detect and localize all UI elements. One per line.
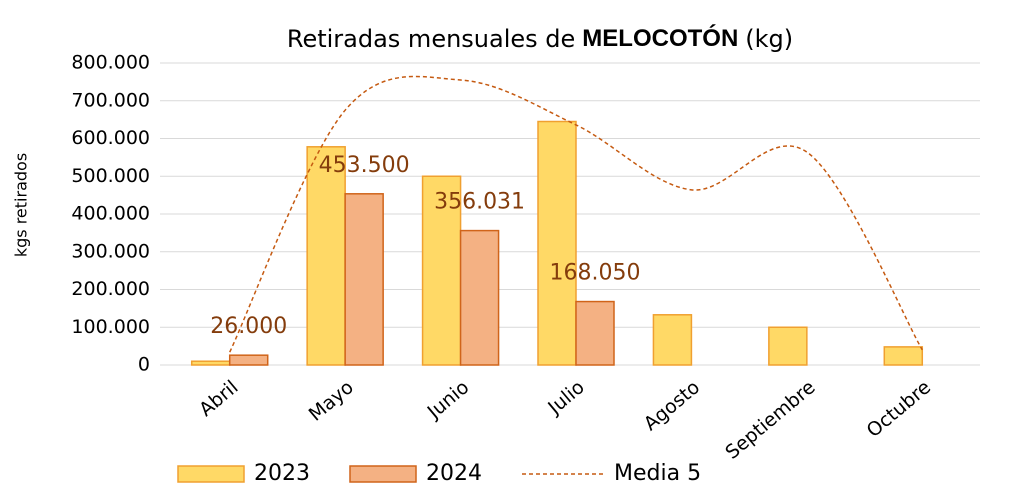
y-tick-label: 800.000 — [71, 52, 150, 74]
trend-line — [229, 75, 923, 353]
chart-title: Retiradas mensuales de MELOCOTÓN (kg) — [287, 24, 793, 53]
data-label: 26.000 — [210, 314, 287, 339]
legend-label: Media 5 — [614, 461, 701, 486]
data-label: 168.050 — [550, 261, 641, 286]
y-tick-label: 0 — [138, 354, 150, 376]
y-tick-label: 500.000 — [71, 165, 150, 187]
y-tick-label: 600.000 — [71, 127, 150, 149]
bar — [537, 120, 577, 366]
title-product: MELOCOTÓN — [582, 24, 738, 52]
y-tick-label: 300.000 — [71, 240, 150, 262]
legend-label: 2023 — [254, 461, 310, 486]
bar — [306, 146, 346, 366]
y-axis-label: kgs retirados — [12, 153, 31, 257]
bar — [228, 354, 269, 366]
y-tick-label: 200.000 — [71, 278, 150, 300]
bar — [768, 326, 808, 366]
data-label: 453.500 — [319, 153, 410, 178]
y-tick-label: 100.000 — [71, 316, 150, 338]
title-part: (kg) — [745, 25, 793, 53]
bar — [459, 229, 500, 366]
bar — [190, 360, 231, 366]
y-tick-label: 700.000 — [71, 89, 150, 111]
legend-swatch — [177, 465, 245, 483]
y-tick-label: 400.000 — [71, 203, 150, 225]
bar — [344, 193, 384, 366]
bar — [652, 314, 693, 366]
legend-label: 2024 — [426, 461, 482, 486]
data-label: 356.031 — [434, 190, 525, 215]
bar — [575, 300, 615, 366]
bar — [883, 346, 924, 366]
legend-swatch — [349, 465, 417, 483]
title-part: Retiradas mensuales de — [287, 25, 575, 53]
